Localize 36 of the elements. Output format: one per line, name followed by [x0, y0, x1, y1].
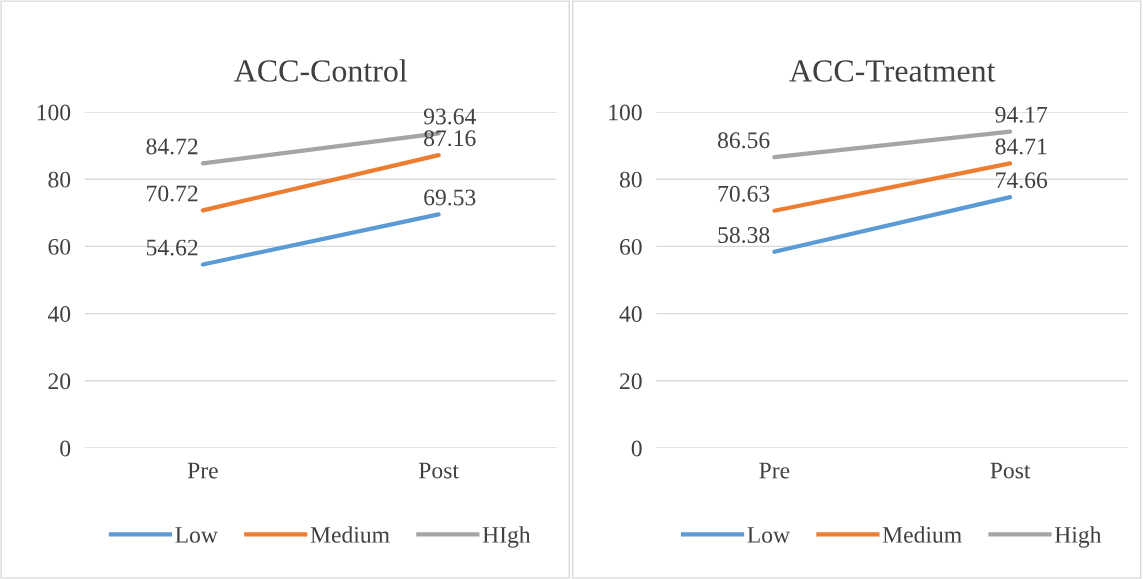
y-tick-label: 0 [60, 440, 71, 457]
data-label: 70.63 [718, 185, 770, 202]
y-tick-label: 100 [37, 104, 71, 121]
x-tick-label: Post [990, 462, 1031, 479]
legend-label: Low [175, 527, 218, 543]
y-tick-label: 80 [619, 171, 642, 188]
x-tick-label: Pre [187, 462, 218, 479]
x-tick-label: Post [418, 462, 459, 479]
data-label: 54.62 [146, 239, 198, 256]
y-tick-label: 100 [609, 104, 642, 121]
y-tick-label: 40 [619, 306, 642, 323]
data-label: 93.64 [423, 108, 476, 125]
data-label: 84.71 [995, 138, 1047, 155]
chart-title: ACC-Treatment [789, 60, 996, 82]
y-tick-label: 40 [47, 306, 71, 323]
legend-label: High [1054, 526, 1102, 548]
chart-title: ACC-Control [234, 59, 408, 82]
data-label: 58.38 [718, 226, 770, 243]
y-tick-label: 80 [48, 171, 71, 188]
legend-label: Medium [882, 526, 962, 543]
y-tick-label: 60 [48, 238, 71, 255]
legend-label: Low [747, 527, 790, 543]
y-tick-label: 20 [48, 373, 71, 390]
data-label: 84.72 [146, 138, 198, 155]
y-tick-label: 0 [631, 440, 642, 457]
data-label: 74.66 [996, 172, 1048, 189]
x-tick-label: Pre [759, 462, 790, 479]
legend-label: Medium [310, 526, 390, 543]
data-label: 87.16 [424, 130, 476, 147]
data-label: 86.56 [717, 132, 770, 149]
data-label: 69.53 [424, 189, 476, 206]
y-tick-label: 20 [620, 373, 642, 390]
legend-label: HIgh [482, 526, 531, 548]
data-label: 94.17 [995, 106, 1048, 123]
y-tick-label: 60 [620, 238, 642, 255]
data-label: 70.72 [147, 185, 198, 202]
